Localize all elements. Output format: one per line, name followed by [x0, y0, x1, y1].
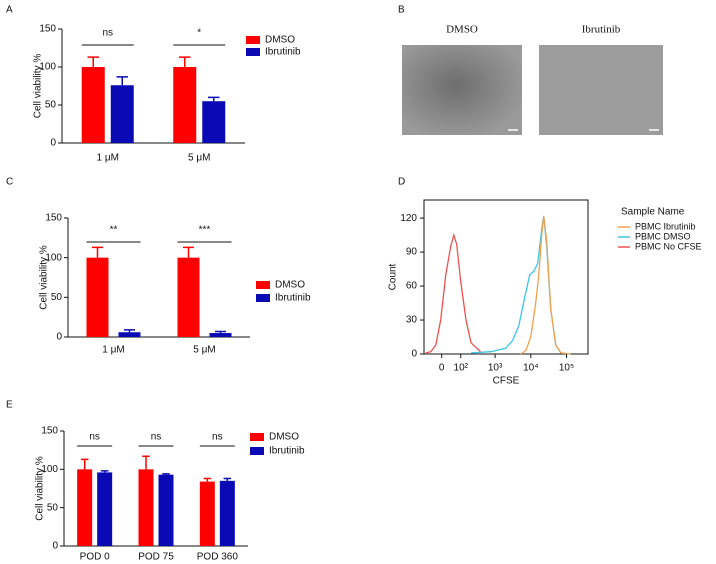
histogram-line: [470, 215, 571, 355]
legend-label: PBMC DMSO: [635, 231, 691, 241]
error-bar: [215, 330, 226, 334]
bar: [202, 101, 226, 143]
x-tick-label: 1 μM: [102, 345, 124, 356]
legend-swatch: [250, 447, 264, 455]
bar: [77, 469, 93, 546]
legend-label: DMSO: [269, 432, 299, 443]
x-axis-label: CFSE: [493, 376, 520, 387]
error-bar: [179, 56, 191, 67]
panel-label: A: [6, 5, 13, 16]
y-tick-label: 100: [41, 464, 58, 475]
error-bar: [223, 477, 232, 481]
significance-label: ns: [151, 432, 162, 443]
legend-swatch: [250, 433, 264, 441]
error-bar: [124, 329, 135, 333]
error-bar: [92, 246, 103, 258]
y-tick-label: 0: [411, 349, 417, 360]
y-tick-label: 50: [45, 100, 57, 111]
y-tick-label: 150: [39, 24, 56, 35]
bar: [138, 469, 154, 546]
panel-label: D: [398, 177, 405, 188]
legend-label: PBMC Ibrutinib: [635, 221, 696, 231]
y-tick-label: 150: [41, 426, 58, 437]
error-bar: [162, 473, 170, 475]
bar: [173, 67, 197, 143]
panel-label: C: [6, 177, 13, 188]
x-tick-label: 5 μM: [193, 345, 215, 356]
significance-label: **: [110, 225, 118, 236]
bar: [110, 85, 134, 143]
x-tick-label: 1 μM: [97, 153, 119, 164]
x-tick-label: 10⁴: [523, 363, 538, 374]
bar: [97, 472, 113, 546]
legend-swatch: [246, 36, 260, 44]
x-tick-label: POD 75: [138, 552, 174, 563]
legend-label: Ibrutinib: [269, 446, 305, 457]
error-bar: [100, 470, 109, 473]
image-caption: Ibrutinib: [582, 24, 621, 36]
error-bar: [208, 96, 220, 102]
bar: [199, 481, 215, 546]
y-tick-label: 0: [56, 332, 62, 343]
error-bar: [116, 76, 128, 86]
x-tick-label: POD 0: [80, 552, 110, 563]
significance-label: ns: [102, 28, 113, 39]
legend-label: PBMC No CFSE: [635, 241, 702, 251]
micrograph: [402, 45, 522, 135]
y-tick-label: 90: [406, 247, 418, 258]
bar: [81, 67, 105, 143]
legend-title: Sample Name: [621, 207, 685, 218]
bar: [209, 333, 232, 337]
bar: [118, 332, 141, 337]
y-axis-label: Cell viability %: [33, 54, 44, 119]
significance-label: *: [197, 28, 201, 39]
bar: [219, 480, 235, 546]
bar: [86, 257, 109, 337]
bar: [177, 257, 200, 337]
histogram-line: [425, 232, 481, 354]
y-tick-label: 150: [45, 213, 62, 224]
plot-frame: [423, 199, 589, 355]
legend-swatch: [256, 281, 270, 289]
legend-swatch: [256, 294, 270, 302]
significance-label: ns: [89, 432, 100, 443]
panel-label: E: [6, 400, 13, 411]
error-bar: [203, 477, 212, 482]
significance-label: ***: [199, 225, 211, 236]
y-axis-label: Cell viability %: [39, 245, 50, 310]
x-tick-label: 10³: [488, 363, 503, 374]
y-tick-label: 120: [400, 213, 417, 224]
x-tick-label: 10²: [454, 363, 469, 374]
legend-swatch: [246, 48, 260, 56]
image-caption: DMSO: [446, 24, 478, 36]
legend-label: Ibrutinib: [265, 47, 301, 58]
y-tick-label: 100: [45, 252, 62, 263]
y-tick-label: 50: [47, 502, 59, 513]
error-bar: [183, 246, 194, 258]
error-bar: [80, 458, 89, 470]
x-tick-label: POD 360: [197, 552, 239, 563]
significance-label: ns: [212, 432, 223, 443]
x-tick-label: 5 μM: [188, 153, 210, 164]
legend-label: DMSO: [265, 35, 295, 46]
error-bar: [142, 455, 150, 470]
micrograph: [539, 45, 663, 135]
x-tick-label: 10⁵: [559, 363, 574, 374]
x-tick-label: 0: [439, 363, 445, 374]
error-bar: [87, 56, 99, 67]
y-axis-label: Count: [388, 263, 399, 290]
y-tick-label: 100: [39, 62, 56, 73]
legend-label: DMSO: [275, 280, 305, 291]
y-tick-label: 50: [51, 292, 63, 303]
y-tick-label: 0: [50, 138, 56, 149]
legend-label: Ibrutinib: [275, 293, 311, 304]
y-axis-label: Cell viability %: [35, 456, 46, 521]
histogram-line: [520, 215, 571, 355]
y-tick-label: 30: [406, 315, 418, 326]
y-tick-label: 60: [406, 281, 418, 292]
bar: [158, 474, 174, 546]
y-tick-label: 0: [52, 541, 58, 552]
panel-label: B: [398, 5, 405, 16]
